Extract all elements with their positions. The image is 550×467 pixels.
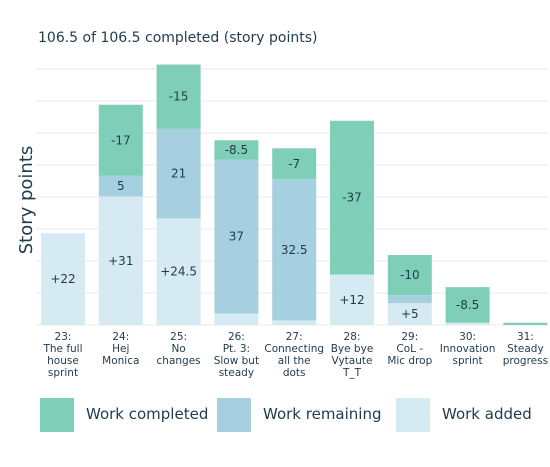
data-label: +5 bbox=[401, 307, 419, 321]
legend-label-completed: Work completed bbox=[86, 405, 209, 423]
data-label: -8.5 bbox=[456, 298, 479, 312]
bar-added bbox=[98, 196, 143, 325]
data-label: 21 bbox=[171, 167, 186, 181]
data-label: 37 bbox=[229, 230, 244, 244]
x-tick-label: 26: Pt. 3: Slow but steady bbox=[214, 331, 259, 379]
legend-swatch-remaining bbox=[217, 398, 251, 432]
data-label: +31 bbox=[108, 254, 133, 268]
bar-completed bbox=[330, 120, 374, 275]
data-label: 32.5 bbox=[281, 243, 308, 257]
legend-swatch-added bbox=[396, 398, 430, 432]
x-tick-label: 30: Innovation sprint bbox=[440, 331, 496, 367]
bar-remaining bbox=[272, 179, 317, 321]
bar-remaining bbox=[156, 128, 201, 219]
data-label: +22 bbox=[50, 272, 75, 286]
data-label: -17 bbox=[111, 133, 131, 147]
bar-added bbox=[445, 322, 490, 325]
stacked-bar-chart: Story points +22 23: The full house sprint +31… bbox=[16, 64, 548, 379]
x-tick-label: 31: Steady progress bbox=[503, 331, 548, 367]
x-tick-label: 27: Connecting all the dots bbox=[264, 331, 324, 379]
chart-legend: Work completed Work remaining Work added bbox=[0, 398, 550, 438]
bar-completed bbox=[445, 287, 490, 323]
bar-completed bbox=[98, 104, 143, 176]
x-tick-label: 28: Bye bye Vytaute T_T bbox=[331, 331, 374, 379]
bar-added bbox=[156, 218, 201, 325]
bar-added bbox=[330, 274, 374, 325]
bar-completed bbox=[503, 322, 548, 325]
data-label: +24.5 bbox=[160, 265, 197, 279]
data-label: 5 bbox=[117, 179, 125, 193]
bar-added bbox=[272, 320, 317, 325]
data-label: -10 bbox=[400, 268, 420, 282]
bar-completed bbox=[387, 255, 432, 296]
data-label: -37 bbox=[342, 191, 362, 205]
legend-label-added: Work added bbox=[442, 405, 532, 423]
bar-added bbox=[41, 233, 85, 325]
x-tick-label: 23: The full house sprint bbox=[42, 331, 82, 379]
bar-completed bbox=[214, 140, 259, 160]
x-tick-label: 29: CoL -Mic drop bbox=[387, 331, 432, 367]
data-label: -15 bbox=[169, 90, 189, 104]
data-label: -8.5 bbox=[225, 143, 248, 157]
bar-completed bbox=[272, 148, 317, 180]
x-tick-label: 25: No changes bbox=[157, 331, 201, 367]
data-label: -7 bbox=[288, 157, 300, 171]
legend-label-remaining: Work remaining bbox=[263, 405, 382, 423]
bar-remaining bbox=[387, 295, 432, 304]
chart-title: 106.5 of 106.5 completed (story points) bbox=[38, 30, 318, 46]
y-axis-label: Story points bbox=[16, 146, 37, 255]
bar-remaining bbox=[214, 159, 259, 314]
x-tick-label: 24: Hej Monica bbox=[102, 331, 139, 367]
data-label: +12 bbox=[339, 293, 364, 307]
bar-completed bbox=[156, 64, 201, 129]
bar-added bbox=[387, 303, 432, 325]
bar-remaining bbox=[98, 175, 143, 197]
legend-swatch-completed bbox=[40, 398, 74, 432]
bar-added bbox=[214, 313, 259, 325]
